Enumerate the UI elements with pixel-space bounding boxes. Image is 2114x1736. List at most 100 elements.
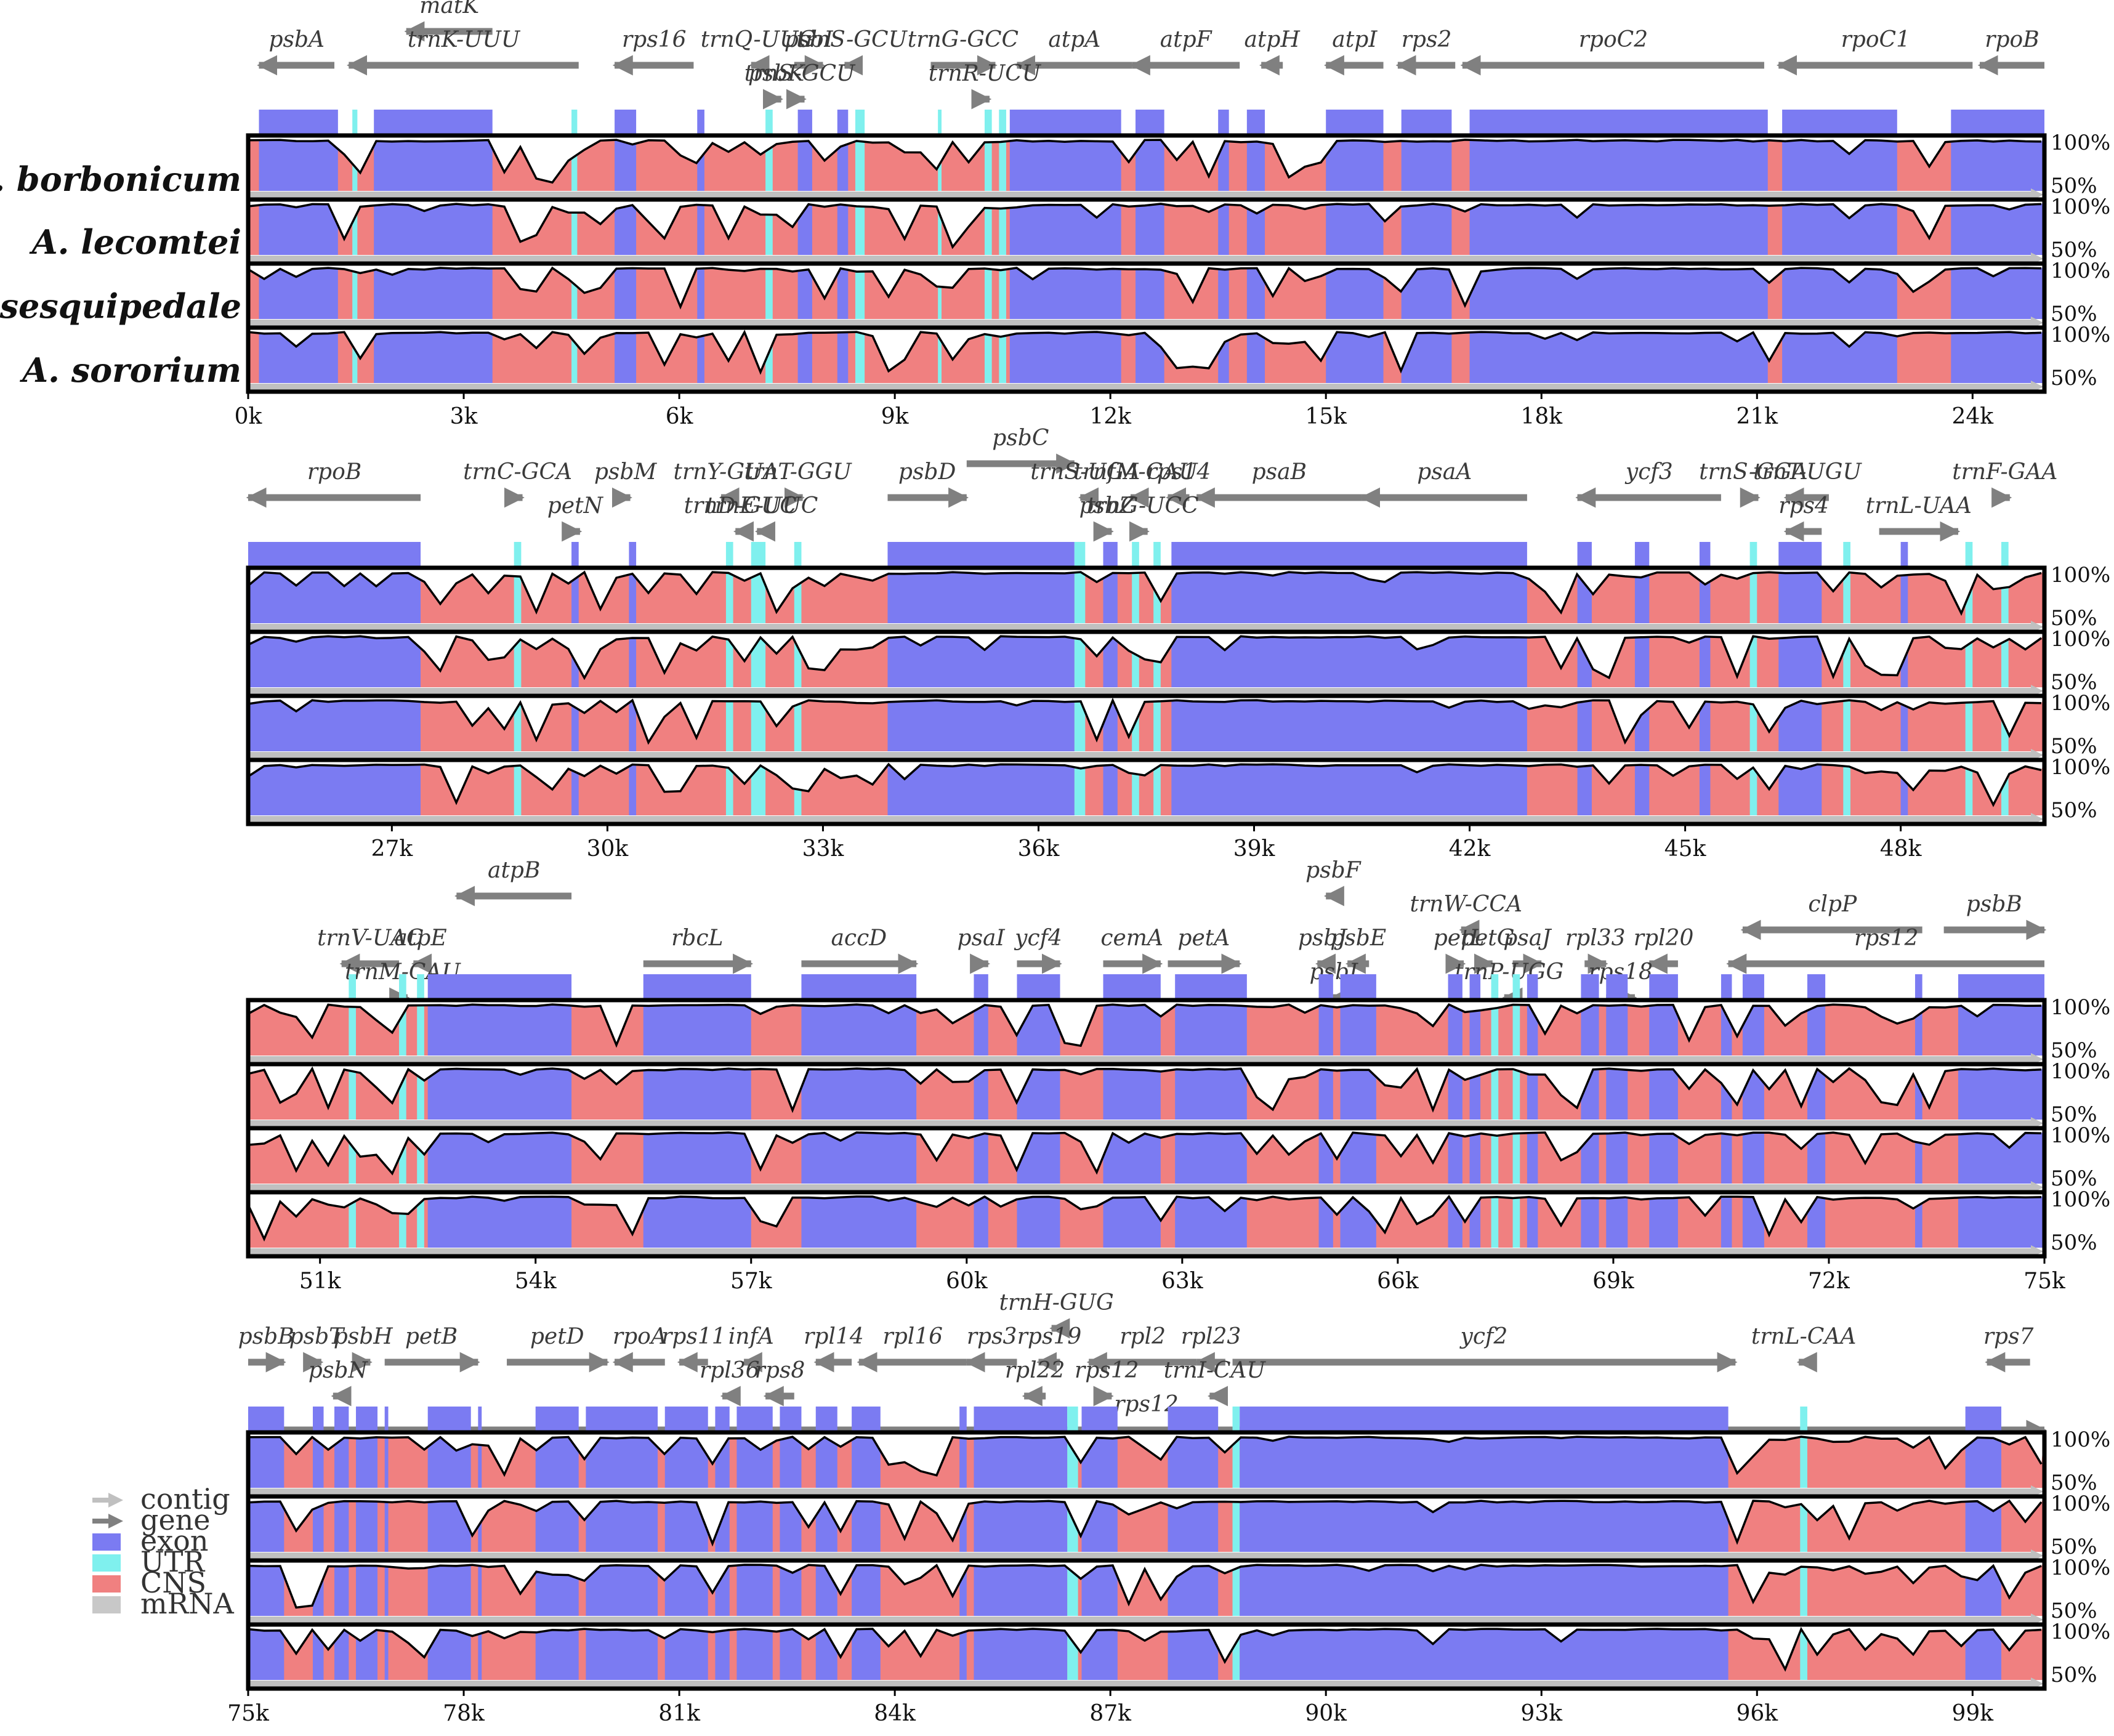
utr-region bbox=[417, 1194, 424, 1248]
legend-label: UTR bbox=[140, 1545, 205, 1578]
exon-region bbox=[697, 137, 704, 191]
utr-region bbox=[2001, 634, 2009, 687]
track-1: 100% 50% bbox=[246, 131, 2110, 202]
gene-label: psaJ bbox=[1503, 926, 1552, 951]
legend-label: mRNA bbox=[140, 1587, 235, 1620]
exon-region bbox=[974, 1626, 1068, 1680]
exon-region bbox=[1649, 1002, 1678, 1056]
exon-region bbox=[1135, 201, 1164, 255]
exon-region bbox=[1900, 698, 1908, 751]
track-1: 100% 50% bbox=[246, 563, 2110, 634]
gene-label: rps12 bbox=[1075, 1358, 1139, 1383]
utr-region bbox=[1843, 698, 1850, 751]
exon-region bbox=[1469, 265, 1768, 319]
exon-block bbox=[664, 1407, 708, 1431]
identity-line bbox=[248, 1131, 2042, 1176]
utr-region bbox=[999, 137, 1006, 191]
utr-region bbox=[1074, 762, 1086, 815]
exon-block bbox=[1240, 1407, 1729, 1431]
x-tick-label: 15k bbox=[1305, 404, 1347, 429]
gene-label: psbB bbox=[1966, 892, 2022, 917]
utr-region bbox=[725, 570, 733, 623]
utr-region bbox=[1232, 1498, 1240, 1552]
gene-label: trnC-GCA bbox=[463, 459, 572, 485]
exon-region bbox=[356, 1498, 378, 1552]
x-tick-label: 12k bbox=[1089, 404, 1132, 429]
gene-label: rps12 bbox=[1854, 926, 1919, 951]
exon-region bbox=[478, 1626, 482, 1680]
utr-region bbox=[751, 762, 766, 815]
exon-region bbox=[837, 201, 849, 255]
pct-50-label: 50% bbox=[2051, 1535, 2097, 1559]
utr-region bbox=[1232, 1626, 1240, 1680]
pct-100-label: 100% bbox=[2051, 995, 2110, 1020]
exon-region bbox=[1175, 1130, 1247, 1184]
pct-50-label: 50% bbox=[2051, 1663, 2097, 1687]
exon-block bbox=[1135, 110, 1164, 134]
annotation-strip bbox=[349, 974, 2044, 999]
exon-region bbox=[837, 265, 849, 319]
pct-100-label: 100% bbox=[2051, 1123, 2110, 1148]
x-tick-label: 39k bbox=[1233, 836, 1276, 862]
utr-region bbox=[999, 329, 1006, 383]
gene-label: rps14 bbox=[1147, 459, 1211, 485]
exon-region bbox=[571, 570, 579, 623]
utr-region bbox=[399, 1194, 406, 1248]
exon-region bbox=[1401, 201, 1452, 255]
exon-region bbox=[248, 634, 421, 687]
exon-block bbox=[1448, 974, 1462, 999]
exon-block bbox=[1527, 974, 1538, 999]
exon-region bbox=[586, 1562, 658, 1616]
x-tick-label: 93k bbox=[1520, 1701, 1563, 1726]
pct-100-label: 100% bbox=[2051, 1059, 2110, 1084]
identity-line bbox=[248, 697, 2042, 745]
x-tick-label: 0k bbox=[235, 404, 263, 429]
exon-block bbox=[1171, 542, 1527, 567]
exon-region bbox=[780, 1434, 802, 1488]
exon-region bbox=[1009, 329, 1121, 383]
exon-region bbox=[736, 1626, 773, 1680]
gene-label: psbZ bbox=[1079, 493, 1136, 519]
contig-bar bbox=[248, 256, 2032, 262]
exon-region bbox=[643, 1130, 751, 1184]
exon-region bbox=[248, 1434, 284, 1488]
pct-50-label: 50% bbox=[2051, 1230, 2097, 1255]
exon-block bbox=[837, 110, 849, 134]
exon-region bbox=[427, 1130, 572, 1184]
exon-region bbox=[1469, 1066, 1481, 1120]
utr-block bbox=[1800, 1407, 1807, 1431]
exon-region bbox=[1958, 1194, 2044, 1248]
utr-region bbox=[352, 329, 358, 383]
utr-region bbox=[999, 201, 1006, 255]
utr-region bbox=[417, 1130, 424, 1184]
utr-region bbox=[514, 634, 522, 687]
exon-region bbox=[974, 1434, 1068, 1488]
utr-region bbox=[1800, 1562, 1807, 1616]
identity-line bbox=[248, 203, 2042, 249]
gene-label: atpI bbox=[1332, 27, 1378, 52]
utr-region bbox=[984, 201, 992, 255]
exon-block bbox=[356, 1407, 378, 1431]
identity-line bbox=[248, 266, 2042, 310]
x-tick-label: 48k bbox=[1880, 836, 1922, 862]
utr-region bbox=[1132, 762, 1139, 815]
exon-region bbox=[959, 1562, 967, 1616]
utr-block bbox=[1843, 542, 1850, 567]
pct-100-label: 100% bbox=[2051, 1492, 2110, 1516]
exon-region bbox=[1340, 1002, 1376, 1056]
exon-region bbox=[1606, 1194, 1628, 1248]
species-label-1: A. borbonicum bbox=[0, 159, 241, 199]
utr-region bbox=[1132, 570, 1139, 623]
utr-region bbox=[1843, 634, 1850, 687]
exon-region bbox=[1527, 1130, 1538, 1184]
exon-region bbox=[374, 201, 493, 255]
track-frame bbox=[246, 757, 2047, 826]
utr-region bbox=[765, 265, 773, 319]
exon-region bbox=[535, 1626, 579, 1680]
gene-label: psbK bbox=[748, 61, 806, 86]
species-label-2: A. lecomtei bbox=[29, 222, 241, 262]
utr-region bbox=[855, 329, 865, 383]
identity-line bbox=[248, 1564, 2042, 1609]
track-2: 100% 50% bbox=[246, 627, 2110, 698]
